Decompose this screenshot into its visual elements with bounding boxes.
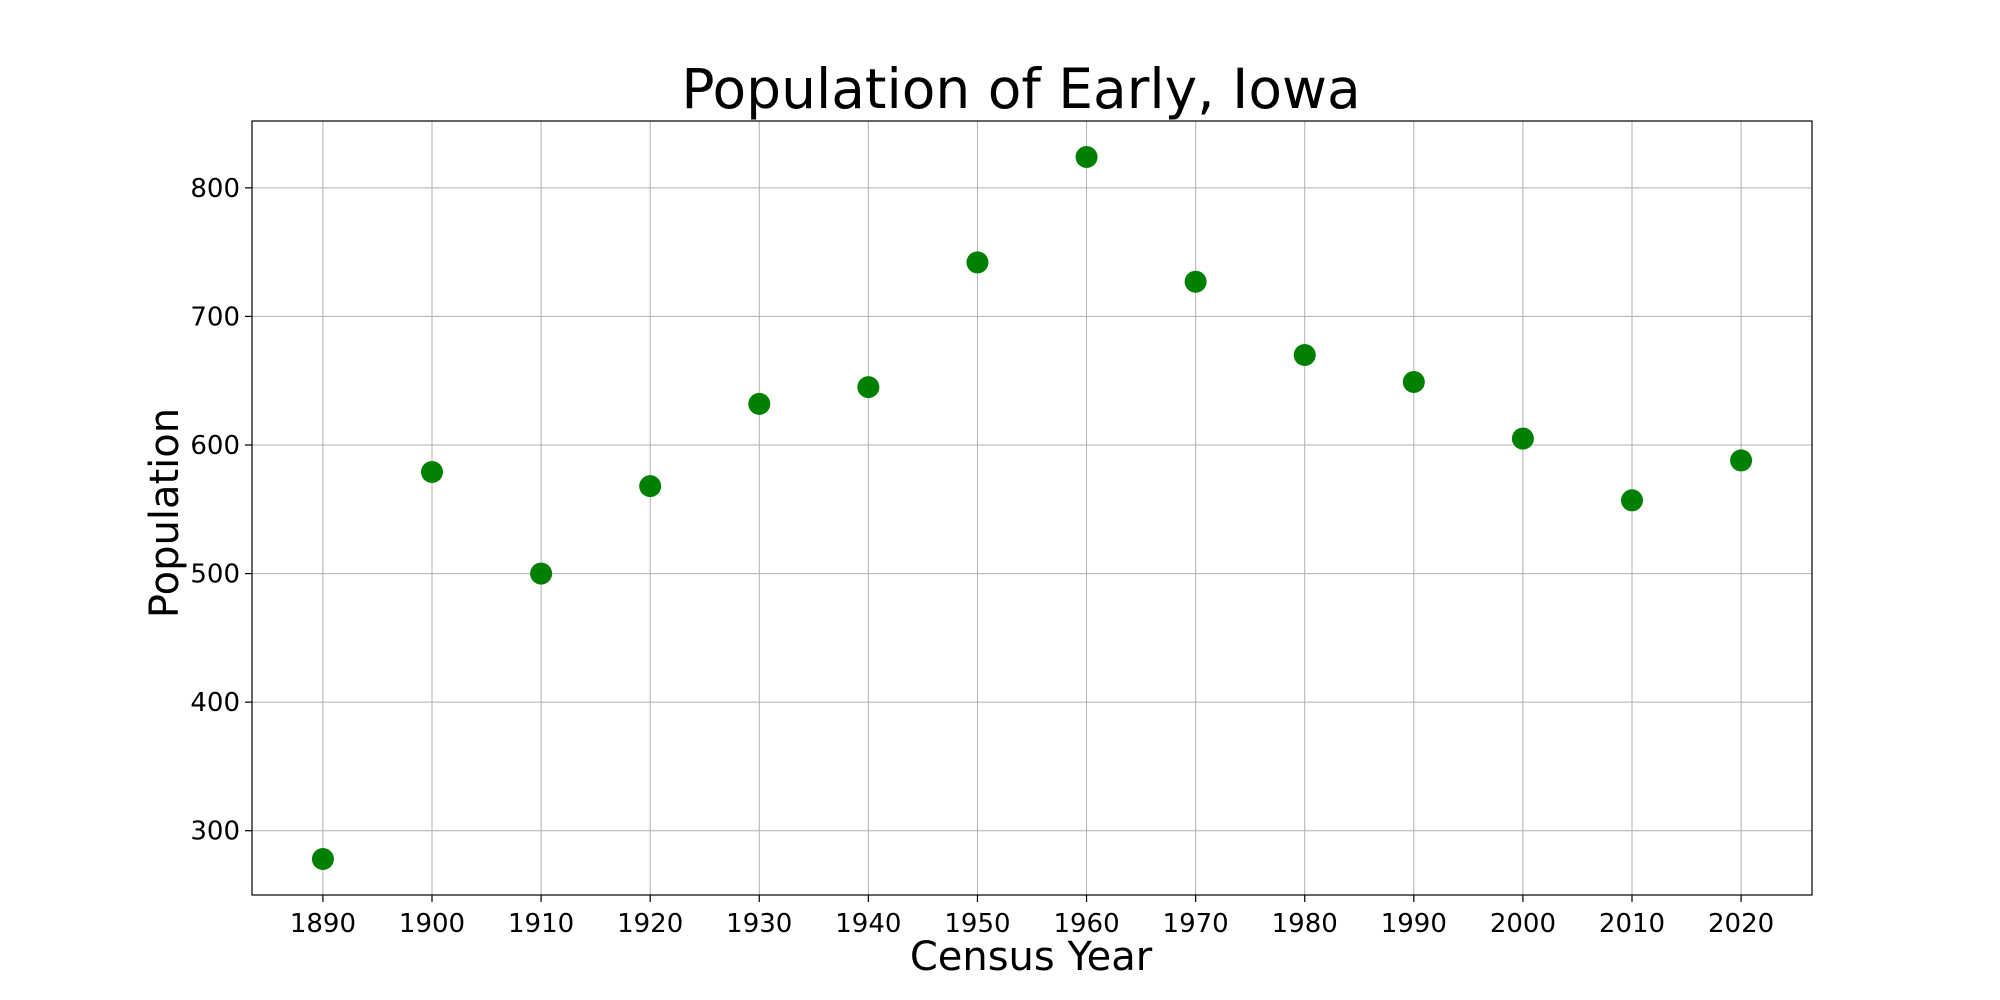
y-tick-label: 800 <box>190 174 240 204</box>
x-tick-label: 2000 <box>1490 909 1556 939</box>
x-tick-label: 1960 <box>1053 909 1119 939</box>
x-tick-label: 1930 <box>726 909 792 939</box>
data-points <box>311 146 1753 870</box>
y-tick-label: 600 <box>190 431 240 461</box>
y-tick-label: 500 <box>190 560 240 590</box>
data-point <box>1293 344 1316 366</box>
x-tick-label: 1950 <box>944 909 1010 939</box>
x-tick-label: 2020 <box>1708 909 1774 939</box>
data-point <box>1730 449 1753 472</box>
x-tick-label: 1940 <box>835 909 901 939</box>
data-point <box>311 848 334 870</box>
plot-area-frame <box>251 120 1813 896</box>
data-point <box>1184 270 1207 293</box>
grid <box>252 121 1812 895</box>
data-point <box>639 475 662 498</box>
data-point <box>530 562 553 585</box>
y-tick-label: 700 <box>190 302 240 332</box>
chart-title: Population of Early, Iowa <box>681 57 1360 121</box>
x-tick-label: 1970 <box>1163 909 1229 939</box>
data-point <box>857 376 880 399</box>
data-point <box>1402 371 1425 393</box>
x-tick-label: 2010 <box>1599 909 1665 939</box>
axis-ticks: 1890 1900 1910 1920 1930 1940 1950 1960 1970 1980… <box>190 174 1774 939</box>
data-point <box>1075 146 1098 168</box>
y-axis-title: Population <box>142 408 188 618</box>
y-tick-label: 300 <box>190 817 240 847</box>
y-tick-label: 400 <box>190 688 240 718</box>
data-point <box>1511 427 1534 450</box>
x-tick-label: 1910 <box>508 909 574 939</box>
data-point <box>966 251 989 274</box>
data-point <box>421 461 443 483</box>
data-point <box>748 392 771 415</box>
x-axis-title: Census Year <box>910 934 1153 980</box>
x-tick-label: 1900 <box>399 909 465 939</box>
data-point <box>1621 489 1643 512</box>
x-tick-label: 1890 <box>290 909 356 939</box>
x-tick-label: 1980 <box>1272 909 1338 939</box>
x-tick-label: 1920 <box>617 909 683 939</box>
x-tick-label: 1990 <box>1381 909 1447 939</box>
